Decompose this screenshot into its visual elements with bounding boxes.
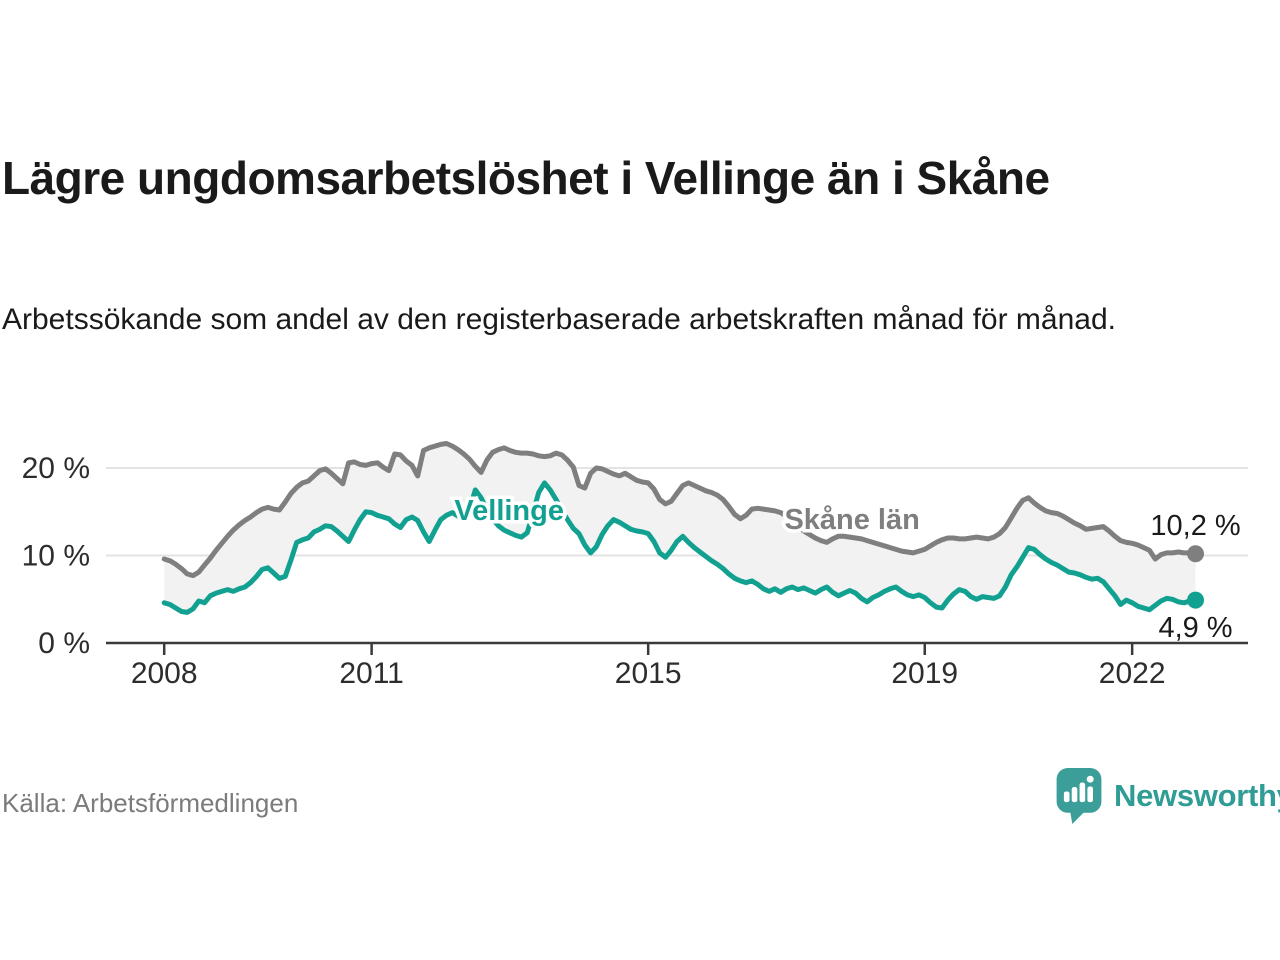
x-axis-label: 2008 — [131, 657, 198, 690]
end-dot — [1187, 545, 1205, 563]
series-label: Skåne län — [784, 504, 919, 536]
y-axis-label: 20 % — [22, 452, 90, 485]
x-axis-label: 2015 — [615, 657, 682, 690]
x-axis-label: 2022 — [1099, 657, 1166, 690]
x-axis-label: 2011 — [339, 657, 404, 690]
series-gap-band — [164, 443, 1196, 613]
y-axis-label: 0 % — [38, 627, 90, 660]
end-value-label: 4,9 % — [1158, 612, 1232, 644]
end-dot — [1187, 591, 1205, 609]
x-axis-label: 2019 — [891, 657, 958, 690]
chart-subtitle: Arbetssökande som andel av den registerb… — [2, 303, 1116, 336]
source-note: Källa: Arbetsförmedlingen — [2, 788, 299, 818]
series-label: Vellinge — [454, 495, 564, 527]
newsworthy-brand: Newsworthy — [1056, 768, 1280, 824]
page-title: Lägre ungdomsarbetslöshet i Vellinge än … — [2, 152, 1050, 204]
end-value-label: 10,2 % — [1150, 510, 1240, 542]
line-vellinge — [161, 480, 1198, 615]
newsworthy-logo-text: Newsworthy — [1114, 778, 1280, 813]
line-skane — [161, 441, 1198, 579]
newsworthy-logo-icon — [1056, 768, 1102, 824]
y-axis-label: 10 % — [22, 540, 90, 573]
